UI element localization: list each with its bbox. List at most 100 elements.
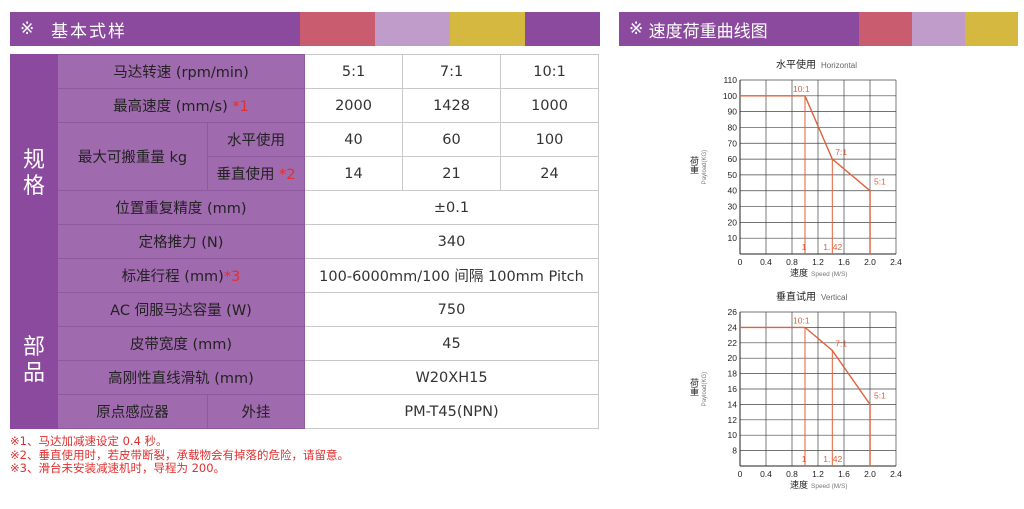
max-speed-cell: 2000 [304,88,404,123]
data-label: 7:1 [835,147,847,157]
vertical-payload-chart: 垂直试用 Vertical 0 0.4 0.8 1.2 1.6 2.0 2.4 8 10 12 14 16… [689,290,902,490]
ratio-cell: 7:1 [402,54,502,89]
x-tick-label: 2.0 [864,257,876,267]
belt-label: 皮带宽度 (mm) [56,326,306,361]
servo-label: AC 伺服马达容量 (W) [56,292,306,327]
y-tick-label: 24 [728,322,738,332]
x-axis-label: 速度 [790,479,808,490]
spec-title-text: 基本式样 [51,21,128,42]
horizontal-cell: 60 [402,122,502,157]
footnote: ※1、马达加减速设定 0.4 秒。 [10,434,168,448]
footnotes: ※1、马达加减速设定 0.4 秒。 ※2、垂直使用时，若皮带断裂，承载物会有掉落… [10,434,349,476]
color-swatch [912,12,965,46]
data-label: 5:1 [874,177,886,187]
x-tick-label: 1.6 [838,469,850,479]
x-tick-label: 1.2 [812,469,824,479]
sensor-cell: PM-T45(NPN) [304,394,600,429]
note-marker: *1 [232,99,249,115]
group-spec-text: 规 格 [22,147,45,199]
table-row: 皮带宽度 (mm) 45 [11,326,600,361]
chart-title: 水平使用 [776,58,816,71]
stroke-cell: 100-6000mm/100 间隔 100mm Pitch [304,258,600,293]
x-tick-label: 0.8 [786,257,798,267]
sensor-mount: 外挂 [206,394,306,429]
y-tick-label: 30 [728,202,738,212]
chart-header: ※ 速度荷重曲线图 [619,12,1018,46]
y-tick-label: 80 [728,122,738,132]
vertical-cell: 21 [402,156,502,191]
repeatability-label: 位置重复精度 (mm) [56,190,306,225]
note-marker: *2 [279,167,296,183]
horizontal-cell: 40 [304,122,404,157]
footnote: ※3、滑台未安装减速机时，导程为 200。 [10,461,226,475]
y-axis-label-en: Payload(KG) [702,150,708,184]
vertical-label-text: 垂直使用 [216,167,275,183]
y-tick-label: 20 [728,217,738,227]
rail-cell: W20XH15 [304,360,600,395]
color-swatch [375,12,450,46]
x-tick-label: 0.4 [760,257,772,267]
note-marker: *3 [223,269,241,285]
color-swatch [450,12,525,46]
x-axis-label: 速度 [790,267,808,278]
repeatability-cell: ±0.1 [304,190,600,225]
y-tick-label: 50 [728,170,738,180]
y-tick-label: 14 [728,399,738,409]
reference-mark-icon: ※ [629,19,644,39]
belt-cell: 45 [304,326,600,361]
y-tick-label: 20 [728,353,738,363]
group-parts-label: 部 品 [10,292,58,429]
y-tick-label: 100 [723,91,737,101]
sensor-label: 原点感应器 [57,394,208,429]
table-row: 标准行程 (mm)*3 100-6000mm/100 间隔 100mm Pitc… [11,258,600,293]
x-tick-label: 2.0 [864,469,876,479]
color-swatch [300,12,375,46]
y-tick-label: 90 [728,107,738,117]
max-speed-label-text: 最高速度 (mm/s) [113,99,228,115]
x-axis-label-en: Speed (M/S) [811,483,848,490]
table-row: 定格推力 (N) 340 [11,224,600,259]
reference-mark-icon: ※ [20,19,37,39]
table-row: 原点感应器 外挂 PM-T45(NPN) [11,394,600,429]
spec-header-title: ※ 基本式样 [10,12,300,46]
x-tick-label: 1.6 [838,257,850,267]
table-row: 位置重复精度 (mm) ±0.1 [11,190,600,225]
chart-title-en: Horizontal [821,61,857,70]
color-swatch [965,12,1018,46]
data-label: 1. 42 [823,242,842,252]
x-tick-label: 0 [738,257,743,267]
x-tick-label: 0.8 [786,469,798,479]
table-row: 最高速度 (mm/s) *1 2000 1428 1000 [11,88,600,123]
servo-cell: 750 [304,292,600,327]
y-tick-label: 22 [728,338,738,348]
vertical-cell: 24 [500,156,600,191]
x-tick-label: 0 [738,469,743,479]
color-swatch [525,12,600,46]
table-row: 规 格 马达转速 (rpm/min) 5:1 7:1 10:1 [10,54,600,293]
table-row: 部 品 AC 伺服马达容量 (W) 750 [10,292,600,429]
data-label: 7:1 [835,339,847,349]
x-tick-label: 0.4 [760,469,772,479]
vertical-label: 垂直使用 *2 [206,156,306,191]
data-label: 1 [802,454,807,464]
data-label: 1 [802,242,807,252]
y-tick-label: 70 [728,138,738,148]
horizontal-cell: 100 [500,122,600,157]
spec-header: ※ 基本式样 [10,12,600,46]
y-axis-label-en: Payload(KG) [702,372,708,406]
chart-header-title: ※ 速度荷重曲线图 [619,12,859,46]
y-tick-label: 10 [728,233,738,243]
payload-curve [740,95,871,254]
ratio-cell: 5:1 [304,54,404,89]
max-speed-label: 最高速度 (mm/s) *1 [56,88,306,123]
y-tick-label: 12 [728,415,738,425]
payload-curve [740,326,871,466]
stroke-label-text: 标准行程 (mm) [121,269,224,285]
table-row: 最大可搬重量 kg 水平使用 40 60 100 [11,122,600,191]
table-row: 垂直使用 *2 14 21 24 [11,156,600,191]
y-tick-label: 110 [723,75,737,85]
table-row: 高刚性直线滑轨 (mm) W20XH15 [11,360,600,395]
chart-title: 垂直试用 [776,290,816,303]
x-tick-label: 2.4 [890,469,902,479]
thrust-label: 定格推力 (N) [56,224,306,259]
